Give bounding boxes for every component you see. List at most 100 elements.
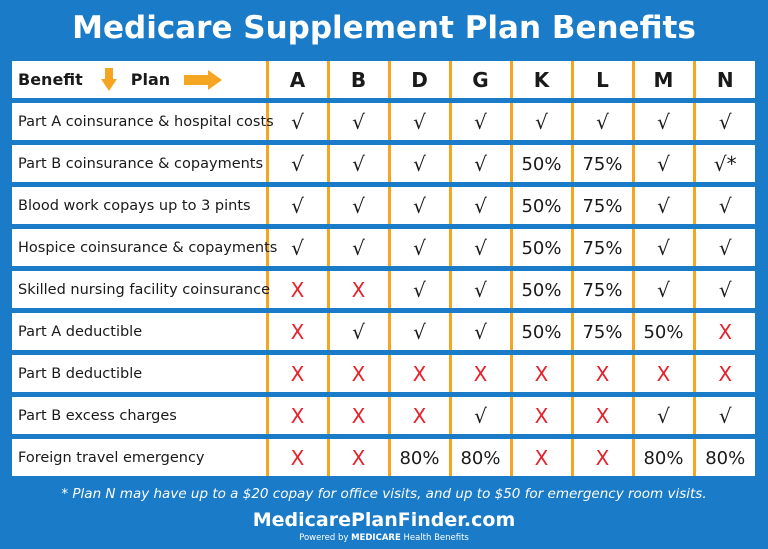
plan-cell: 80% [631,436,694,476]
plan-cell: X [509,394,572,439]
plan-cell: √ [326,310,389,355]
percentage-value: 80% [460,447,501,469]
check-mark: √ [291,151,304,176]
powered-suffix: Health Benefits [403,533,469,543]
plan-cell: X [387,352,450,397]
check-mark: √ [413,235,426,260]
plan-cell: X [265,310,328,355]
check-mark: √ [474,235,487,260]
powered-prefix: Powered by [299,533,349,543]
header-benefit-cell: Benefit Plan [12,61,267,103]
plan-cell: X [265,394,328,439]
plan-cell: 50% [509,184,572,229]
check-mark: √ [474,403,487,428]
check-mark: √ [413,277,426,302]
check-mark: √ [718,193,732,218]
cross-mark: X [351,403,366,428]
check-mark: √ [718,277,732,302]
plan-header: A [265,61,328,103]
cross-mark: X [412,403,427,428]
cross-mark: X [290,319,305,344]
plan-cell: √ [570,100,633,145]
plan-cell: √ [448,142,511,187]
plan-cell: √ [631,226,694,271]
plan-cell: 75% [570,310,633,355]
plan-cell: X [326,436,389,476]
powered-by-line: Powered by MEDICARE Health Benefits [0,533,768,543]
cross-mark: X [718,361,733,386]
benefit-label: Part A coinsurance & hospital costs [12,100,274,145]
plan-header: G [448,61,511,103]
plan-cell: X [326,268,389,313]
check-mark: √ [474,193,487,218]
plan-cell: √* [692,142,755,187]
plan-cell: √ [326,100,389,145]
percentage-value: 80% [705,447,746,469]
check-mark: √ [657,151,670,176]
plan-cell: X [692,352,755,397]
plan-cell: √ [631,142,694,187]
plan-cell: √ [265,184,328,229]
check-mark: √ [413,193,426,218]
cross-mark: X [595,403,610,428]
check-mark: √ [657,277,670,302]
plan-cell: √ [448,100,511,145]
check-mark: √ [596,109,609,134]
plan-cell: X [265,352,328,397]
percentage-value: 50% [521,195,562,217]
plan-cell: 75% [570,268,633,313]
plan-cell: X [692,310,755,355]
check-mark: √ [352,151,365,176]
cross-mark: X [595,361,610,386]
plan-cell: √ [265,100,328,145]
table-row: Blood work copays up to 3 pints √ √ √ √ 50% 75… [12,184,755,229]
plan-cell: X [448,352,511,397]
plan-cell: √ [448,226,511,271]
plan-cell: 50% [509,268,572,313]
plan-cell: √ [692,184,755,229]
table-row: Skilled nursing facility coinsurance X X √ √… [12,268,755,313]
check-mark: √ [413,151,426,176]
percentage-value: 50% [643,321,684,343]
benefit-label: Skilled nursing facility coinsurance [12,268,270,313]
plan-header: K [509,61,572,103]
plan-cell: √ [387,184,450,229]
cross-mark: X [656,361,671,386]
benefit-label: Part B coinsurance & copayments [12,142,267,187]
check-mark: √ [352,193,365,218]
plan-cell: X [631,352,694,397]
check-mark: √ [474,319,487,344]
plan-header: L [570,61,633,103]
cross-mark: X [534,445,549,470]
plan-cell: 75% [570,226,633,271]
plan-cell: √ [631,184,694,229]
check-mark: √ [474,151,487,176]
table-row: Part A coinsurance & hospital costs √ √ √ √ √… [12,100,755,145]
cross-mark: X [534,361,549,386]
plan-cell: √ [631,100,694,145]
plan-cell: √ [387,142,450,187]
plan-cell: 50% [509,310,572,355]
plan-header: D [387,61,450,103]
footnote: * Plan N may have up to a $20 copay for … [61,486,707,502]
percentage-value: 80% [643,447,684,469]
plan-cell: √ [387,268,450,313]
cross-mark: X [290,445,305,470]
percentage-value: 50% [521,279,562,301]
cross-mark: X [290,277,305,302]
plan-header: N [692,61,755,103]
cross-mark: X [718,319,733,344]
percentage-value: 75% [582,321,623,343]
check-mark: √ [474,277,487,302]
brand-logo: MedicarePlanFinder.com [252,509,516,531]
check-mark: √ [474,109,487,134]
plan-cell: X [326,352,389,397]
plan-cell: X [265,268,328,313]
benefit-label: Part B excess charges [12,394,267,439]
plan-cell: 80% [692,436,755,476]
plan-cell: √ [692,100,755,145]
cross-mark: X [290,361,305,386]
plan-cell: X [387,394,450,439]
plan-cell: √ [448,394,511,439]
plan-cell: 75% [570,142,633,187]
